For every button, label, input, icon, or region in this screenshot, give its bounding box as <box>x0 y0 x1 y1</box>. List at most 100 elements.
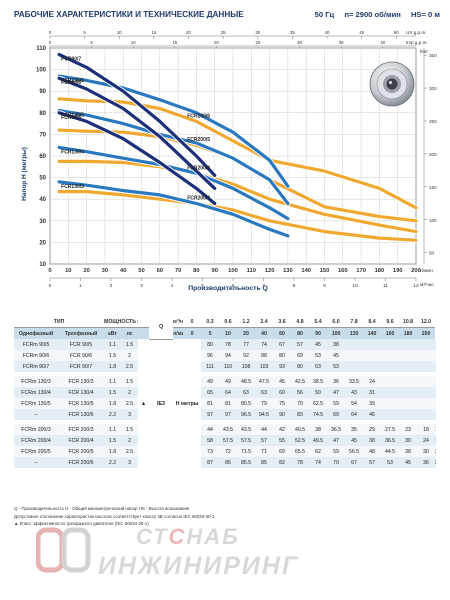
header-kw: кВт <box>104 327 122 339</box>
us-tick-label: 50 <box>394 30 399 35</box>
series-label: FCR90/7 <box>61 56 81 62</box>
x-tick-label: 150 <box>320 268 330 274</box>
y-tick-label: 30 <box>39 219 46 225</box>
cell-head-value <box>381 387 400 398</box>
cell-head-value: 44 <box>201 424 220 435</box>
cell-head-value: 80 <box>291 361 310 372</box>
series-label: FCR130/3 <box>61 184 84 190</box>
cell-head-value <box>399 376 418 387</box>
imp-tick-label: 15 <box>172 40 177 45</box>
cell-head-value: 24 <box>363 376 382 387</box>
cell-head-value: 30 <box>417 446 436 457</box>
cell-kw: 1.8 <box>104 446 122 457</box>
feet-tick-label: 300 <box>429 86 437 91</box>
cell-head-value: 81 <box>219 398 238 409</box>
x-unit-label: л/мин <box>420 268 433 274</box>
table-row: FCRm 200/3 FCR 200/3 1.1 1.5 44 43.5 43.5 44 42 4… <box>14 424 438 435</box>
cell-three-phase: FCR 90/5 <box>58 339 105 350</box>
cell-head-value: 36 <box>417 457 436 468</box>
cell-head-value: 52.5 <box>291 435 310 446</box>
cell-head-value: 38 <box>399 446 418 457</box>
cell-three-phase: FCR 200/4 <box>58 435 105 446</box>
cell-head-value: 96 <box>201 350 220 361</box>
q-lmin-value: 180 <box>399 327 418 339</box>
feet-tick-label: 350 <box>429 53 437 58</box>
us-tick-label: 15 <box>151 30 156 35</box>
m3h-tick-label: 3 <box>140 283 143 289</box>
cell-head-value: 45 <box>399 457 418 468</box>
imp-tick-label: 35 <box>339 40 344 45</box>
m3h-tick-label: 4 <box>171 283 174 289</box>
suction-height-label: HS= 0 м <box>410 10 440 19</box>
watermark-top-red: С <box>168 524 187 549</box>
cell-three-phase: FCR 200/6 <box>58 457 105 468</box>
table-row: – FCR 130/6 2.2 3 97 97 96.5 94.5 90 83 74.5 69 64 46 <box>14 409 438 420</box>
q-m3h-value: 4.8 <box>291 316 310 328</box>
cell-head-value: 63 <box>309 361 328 372</box>
cell-single-phase: – <box>14 409 58 420</box>
operating-conditions: 50 Гц n= 2900 об/мин HS= 0 м <box>307 10 440 19</box>
cell-head-value: 45 <box>345 435 364 446</box>
cell-three-phase: FCR 130/4 <box>58 387 105 398</box>
cell-head-value: 13 <box>435 424 436 435</box>
series-labels: FCR90/7 FCR90/6 FCR90/5 FCR130/6 FCR130/5 FCR… <box>61 56 210 201</box>
cell-head-value: 23 <box>399 424 418 435</box>
cell-head-value: 57.5 <box>237 435 256 446</box>
q-m3h-value: 6.0 <box>327 316 346 328</box>
series-label: FCR200/3 <box>187 196 210 202</box>
cell-head-value: 85.5 <box>237 457 256 468</box>
q-lmin-value: 5 <box>201 327 220 339</box>
cell-head-value: 54 <box>345 398 364 409</box>
cell-head-value: 31 <box>363 387 382 398</box>
us-tick-label: 40 <box>325 30 330 35</box>
cell-head-value: 49 <box>219 376 238 387</box>
efficiency-triangle-icon: ▲ <box>138 339 150 468</box>
cell-head-value: 29 <box>363 424 382 435</box>
series-label: FCR200/6 <box>187 113 210 119</box>
q-lmin-value: 160 <box>381 327 400 339</box>
cell-head-value: 38 <box>327 339 346 350</box>
cell-head-value: 53 <box>309 350 328 361</box>
us-gpm-axis: 0 5 10 15 20 25 30 35 40 45 50 <box>49 30 416 39</box>
q-lmin-value: 10 <box>219 327 238 339</box>
table-row: FCRm 90/6 FCR 90/6 1.5 2 96 94 92 88 80 69 53 45 <box>14 350 438 361</box>
x-tick-label: 50 <box>138 268 144 274</box>
x-tick-label: 30 <box>102 268 108 274</box>
us-tick-label: 45 <box>359 30 364 35</box>
curve-fcr90-7 <box>57 52 217 177</box>
cell-head-value <box>399 361 418 372</box>
cell-head-value <box>435 376 436 387</box>
footnotes: Q - Производительность H - Общий маномет… <box>14 505 438 528</box>
q-lmin-value: 20 <box>237 327 256 339</box>
q-m3h-value: 3.6 <box>273 316 292 328</box>
x-tick-label: 200 <box>411 268 421 274</box>
cell-three-phase: FCR 90/7 <box>58 361 105 372</box>
cell-head-value: 30 <box>399 435 418 446</box>
cell-head-value: 45 <box>309 339 328 350</box>
feet-tick-label: 100 <box>429 218 437 223</box>
y-tick-label: 70 <box>39 132 46 138</box>
cell-head-value: 43.5 <box>237 424 256 435</box>
cell-single-phase: FCRm 90/7 <box>14 361 58 372</box>
header-spacer <box>138 327 150 339</box>
x2-unit-label: м³/час <box>420 282 434 288</box>
cell-head-value: 57 <box>363 457 382 468</box>
cell-head-value: 49.5 <box>309 435 328 446</box>
cell-hp: 1.5 <box>121 424 139 435</box>
cell-head-value: 58 <box>201 435 220 446</box>
cell-head-value: 85 <box>255 457 274 468</box>
cell-head-value: 80 <box>273 350 292 361</box>
cell-head-value <box>381 376 400 387</box>
us-tick-label: 30 <box>255 30 260 35</box>
cell-head-value: 72 <box>219 446 238 457</box>
table-row: FCRm 130/3 FCR 130/3 1.1 1.5 49 49 48.5 47.5 45 4… <box>14 376 438 387</box>
gap-cell <box>201 372 438 376</box>
q-m3h-value: 0 <box>183 316 202 328</box>
imp-unit-label: Imp g.p.m. <box>406 40 428 45</box>
pump-impeller-image <box>369 61 415 107</box>
x-tick-label: 100 <box>228 268 238 274</box>
m3h-tick-label: 10 <box>352 283 358 289</box>
cell-head-value: 74 <box>255 339 274 350</box>
table-gap-row <box>14 372 438 376</box>
